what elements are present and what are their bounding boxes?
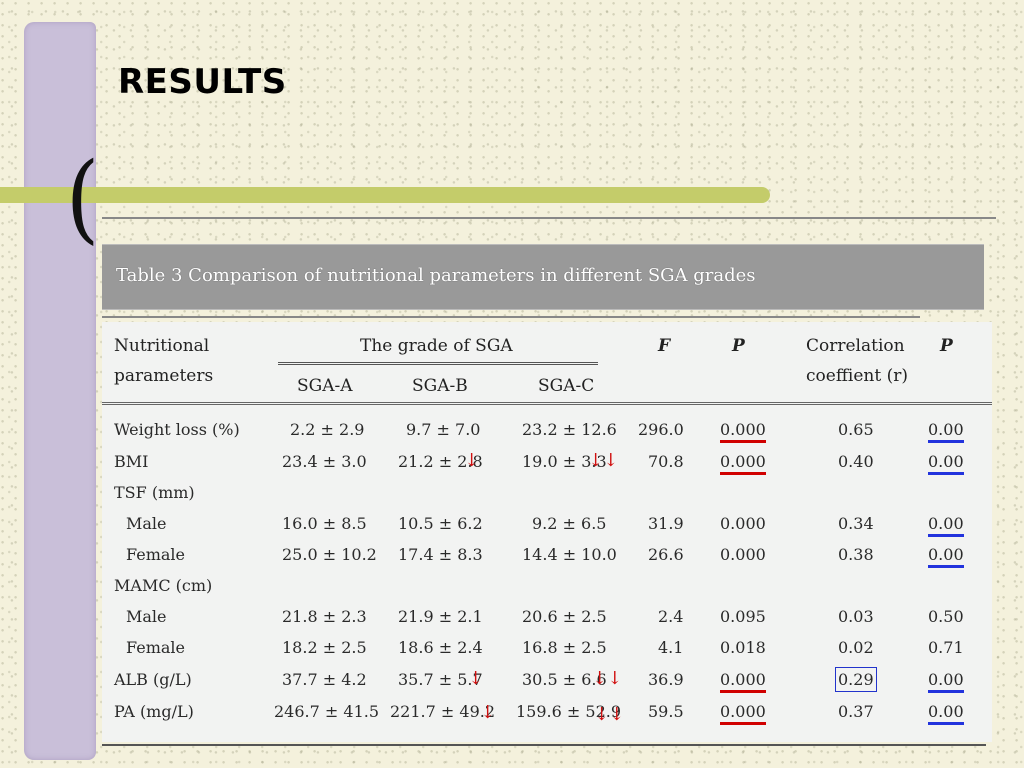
row-f: 296.0 <box>638 420 684 439</box>
row-r: 0.38 <box>838 545 874 564</box>
row-sga-a: 246.7 ± 41.5 <box>274 702 380 721</box>
grade-group-rule <box>278 362 598 365</box>
row-p: 0.000 <box>720 702 766 725</box>
row-sga-b: 21.9 ± 2.1 <box>398 607 483 626</box>
row-label: BMI <box>114 452 149 471</box>
row-p: 0.000 <box>720 670 766 693</box>
row-f: 31.9 <box>648 514 684 533</box>
row-label: Female <box>126 638 185 657</box>
row-label: Male <box>126 607 167 626</box>
row-p2: 0.00 <box>928 420 964 443</box>
section-label: MAMC (cm) <box>114 576 213 595</box>
row-r: 0.03 <box>838 607 874 626</box>
decrease-arrow: ↓ <box>464 450 480 471</box>
row-label: Female <box>126 545 185 564</box>
row-f: 26.6 <box>648 545 684 564</box>
row-sga-b: 10.5 ± 6.2 <box>398 514 483 533</box>
row-sga-c: 16.8 ± 2.5 <box>522 638 607 657</box>
header-nutritional: Nutritional <box>114 336 210 356</box>
top-rule <box>102 217 996 219</box>
bracket-decoration: ( <box>65 142 100 254</box>
row-sga-a: 2.2 ± 2.9 <box>290 420 365 439</box>
row-label: Weight loss (%) <box>114 420 240 439</box>
row-sga-c: 23.2 ± 12.6 <box>522 420 617 439</box>
row-p: 0.000 <box>720 452 766 475</box>
header-sga-a: SGA-A <box>297 376 353 396</box>
double-decrease-arrow: ↓↓ <box>588 450 619 471</box>
header-coefficient: coeffient (r) <box>806 366 908 386</box>
row-p2: 0.00 <box>928 670 964 693</box>
row-sga-a: 16.0 ± 8.5 <box>282 514 367 533</box>
row-sga-a: 25.0 ± 10.2 <box>282 545 377 564</box>
header-f: F <box>658 336 671 356</box>
row-label: ALB (g/L) <box>114 670 192 689</box>
header-sga-b: SGA-B <box>412 376 468 396</box>
row-sga-a: 18.2 ± 2.5 <box>282 638 367 657</box>
row-p: 0.000 <box>720 420 766 443</box>
row-f: 59.5 <box>648 702 684 721</box>
decrease-arrow: ↓ <box>468 668 484 689</box>
row-sga-a: 23.4 ± 3.0 <box>282 452 367 471</box>
header-grade-group: The grade of SGA <box>360 336 513 356</box>
header-parameters: parameters <box>114 366 214 386</box>
caption-bottom-rule <box>102 316 920 318</box>
row-sga-c: 159.6 ± 52.9 <box>516 702 622 721</box>
row-p2: 0.00 <box>928 514 964 537</box>
row-sga-b: 17.4 ± 8.3 <box>398 545 483 564</box>
double-decrease-arrow: ↓↓ <box>594 704 625 725</box>
row-r: 0.40 <box>838 452 874 471</box>
decrease-arrow: ↓ <box>480 702 496 723</box>
row-r: 0.02 <box>838 638 874 657</box>
row-f: 36.9 <box>648 670 684 689</box>
row-p: 0.018 <box>720 638 766 657</box>
row-sga-b: 18.6 ± 2.4 <box>398 638 483 657</box>
table-caption-band <box>102 244 984 310</box>
header-p2: P <box>940 336 953 356</box>
row-p2: 0.00 <box>928 452 964 475</box>
table-bottom-rule <box>102 744 986 746</box>
data-table: Nutritional parameters The grade of SGA … <box>102 322 992 742</box>
row-f: 70.8 <box>648 452 684 471</box>
row-sga-a: 37.7 ± 4.2 <box>282 670 367 689</box>
row-sga-c: 14.4 ± 10.0 <box>522 545 617 564</box>
row-sga-c: 9.2 ± 6.5 <box>532 514 607 533</box>
header-p: P <box>732 336 745 356</box>
row-sga-b: 9.7 ± 7.0 <box>406 420 481 439</box>
slide-title: RESULTS <box>118 62 287 102</box>
row-p2: 0.71 <box>928 638 964 657</box>
row-r: 0.65 <box>838 420 874 439</box>
row-sga-c: 30.5 ± 6.6 <box>522 670 607 689</box>
row-p2: 0.50 <box>928 607 964 626</box>
row-sga-b: 221.7 ± 49.2 <box>390 702 496 721</box>
row-r: 0.37 <box>838 702 874 721</box>
row-sga-a: 21.8 ± 2.3 <box>282 607 367 626</box>
row-sga-c: 20.6 ± 2.5 <box>522 607 607 626</box>
row-r: 0.34 <box>838 514 874 533</box>
row-f: 4.1 <box>658 638 684 657</box>
row-r-highlighted: 0.29 <box>835 667 877 692</box>
row-p: 0.095 <box>720 607 766 626</box>
table-caption: Table 3 Comparison of nutritional parame… <box>116 265 756 286</box>
row-p2: 0.00 <box>928 702 964 725</box>
header-sga-c: SGA-C <box>538 376 595 396</box>
row-sga-b: 35.7 ± 5.7 <box>398 670 483 689</box>
double-decrease-arrow: ↓↓ <box>592 668 623 689</box>
row-label: PA (mg/L) <box>114 702 194 721</box>
row-label: Male <box>126 514 167 533</box>
row-sga-c: 19.0 ± 3.3 <box>522 452 607 471</box>
row-p: 0.000 <box>720 514 766 533</box>
row-sga-b: 21.2 ± 2.8 <box>398 452 483 471</box>
decorative-side-bar <box>24 22 96 760</box>
row-f: 2.4 <box>658 607 684 626</box>
section-label: TSF (mm) <box>114 483 195 502</box>
row-p2: 0.00 <box>928 545 964 568</box>
header-bottom-rule <box>102 402 992 405</box>
row-p: 0.000 <box>720 545 766 564</box>
header-correlation: Correlation <box>806 336 905 356</box>
decorative-olive-bar <box>0 187 770 203</box>
